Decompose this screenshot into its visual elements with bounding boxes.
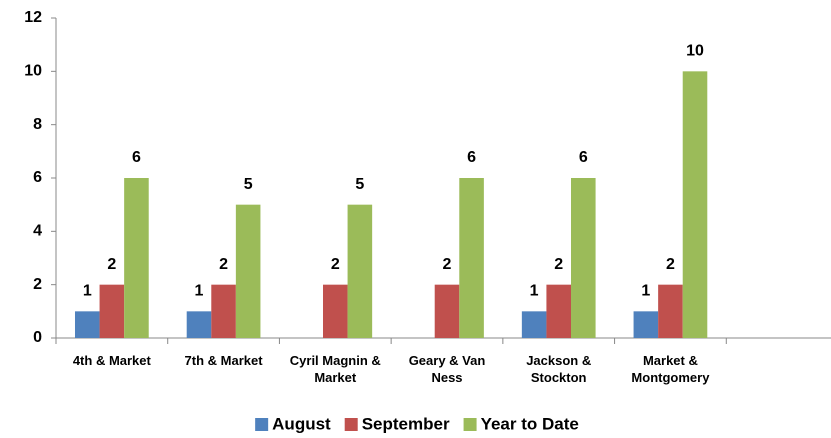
y-tick-label: 6 <box>33 169 42 186</box>
data-label: 1 <box>83 283 92 300</box>
legend-swatch <box>463 418 477 431</box>
x-tick-label: Jackson & Stockton <box>526 353 591 385</box>
bar <box>571 178 596 338</box>
data-label: 1 <box>195 283 204 300</box>
y-tick-label: 8 <box>33 116 42 133</box>
bar <box>124 178 149 338</box>
data-label: 6 <box>467 149 476 166</box>
legend-swatch <box>255 418 269 431</box>
legend-label: Year to Date <box>481 414 579 433</box>
legend-label: September <box>362 414 450 433</box>
data-label: 1 <box>641 283 650 300</box>
data-label: 2 <box>107 256 116 273</box>
x-tick-label: Cyril Magnin & Market <box>290 353 381 385</box>
label-line: Jackson & <box>526 353 591 368</box>
bar <box>99 284 125 338</box>
bar <box>434 284 460 338</box>
bar <box>521 311 547 338</box>
label-line: Market & <box>643 353 698 368</box>
data-label: 2 <box>443 256 452 273</box>
x-tick-label: Geary & Van Ness <box>409 353 486 385</box>
data-label: 2 <box>666 256 675 273</box>
x-tick-label: 7th & Market <box>185 353 264 368</box>
data-label: 5 <box>355 176 364 193</box>
label-line: 4th & Market <box>73 353 152 368</box>
label-line: 7th & Market <box>185 353 264 368</box>
data-label: 2 <box>554 256 563 273</box>
label-line: Cyril Magnin & <box>290 353 381 368</box>
data-label: 10 <box>686 43 704 60</box>
bar <box>74 311 100 338</box>
bar <box>459 178 484 338</box>
label-line: Geary & Van <box>409 353 486 368</box>
data-label: 5 <box>244 176 253 193</box>
y-tick-label: 12 <box>24 9 42 26</box>
bar <box>347 204 373 338</box>
label-line: Stockton <box>531 370 587 385</box>
data-label: 1 <box>530 283 539 300</box>
label-line: Montgomery <box>631 370 710 385</box>
bar <box>211 284 236 338</box>
data-label: 2 <box>219 256 228 273</box>
legend-label: August <box>272 414 331 433</box>
bar <box>658 284 683 338</box>
x-tick-label: 4th & Market <box>73 353 152 368</box>
legend: August September Year to Date <box>255 414 579 433</box>
legend-swatch <box>344 418 358 431</box>
bar <box>546 284 572 338</box>
data-label: 2 <box>331 256 340 273</box>
bar <box>322 284 348 338</box>
y-tick-label: 10 <box>24 63 42 80</box>
bar <box>633 311 659 338</box>
y-tick-label: 2 <box>33 276 42 293</box>
x-tick-label: Market & Montgomery <box>631 353 710 385</box>
label-line: Market <box>314 370 357 385</box>
data-label: 6 <box>579 149 588 166</box>
y-tick-label: 4 <box>33 223 42 240</box>
data-label: 6 <box>132 149 141 166</box>
bar <box>186 311 212 338</box>
bar <box>682 71 708 338</box>
bar <box>235 204 261 338</box>
y-tick-label: 0 <box>33 329 42 346</box>
label-line: Ness <box>431 370 462 385</box>
